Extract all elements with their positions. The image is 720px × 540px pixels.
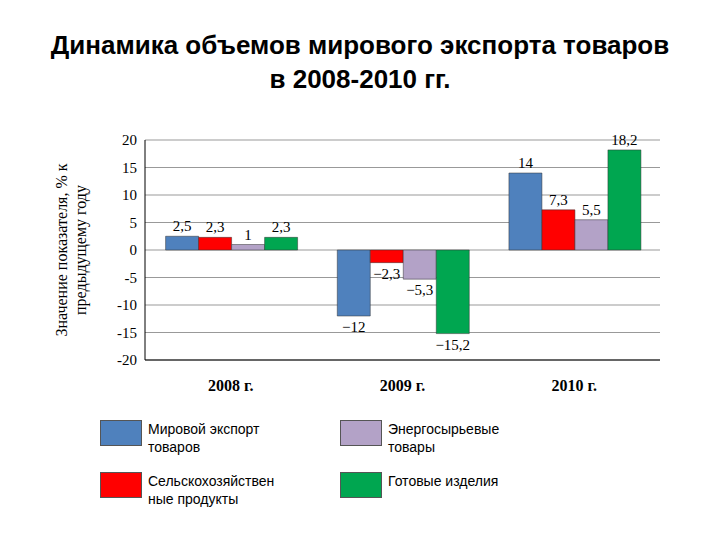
svg-text:0: 0 [130,242,138,258]
svg-text:7,3: 7,3 [549,192,568,208]
html-text:Сельскохозяйственные продукты: Сельскохозяйственные продукты [148,473,275,507]
svg-text:20: 20 [122,132,137,148]
svg-text:2010 г.: 2010 г. [551,377,596,394]
svg-text:2,3: 2,3 [272,219,291,235]
svg-text:−15,2: −15,2 [435,337,470,353]
svg-text:−2,3: −2,3 [373,266,400,282]
svg-text:2009 г.: 2009 г. [380,377,425,394]
svg-text:5,5: 5,5 [582,202,601,218]
svg-text:2,5: 2,5 [173,218,192,234]
svg-text:-10: -10 [117,297,137,313]
svg-text:−5,3: −5,3 [406,282,433,298]
svg-text:2,3: 2,3 [206,219,225,235]
svg-text:5: 5 [130,215,138,231]
html-text:Динамика объемов мирового эксп: Динамика объемов мирового экспорта товар… [50,30,670,94]
svg-text:10: 10 [122,187,137,203]
svg-text:18,2: 18,2 [611,132,637,148]
svg-text:14: 14 [518,155,534,171]
html-text:Мировой экспорт товаров: Мировой экспорт товаров [148,421,260,455]
svg-text:1: 1 [244,227,252,243]
svg-text:15: 15 [122,160,137,176]
svg-text:2008 г.: 2008 г. [208,377,253,394]
svg-text:−12: −12 [342,319,365,335]
html-text:Энергосырьевые товары: Энергосырьевые товары [388,421,500,455]
html-text:Значение показателя, % к преды: Значение показателя, % к предыдущему год… [53,163,89,337]
svg-text:-15: -15 [117,325,137,341]
html-text:Готовые изделия: Готовые изделия [388,473,499,489]
svg-text:-20: -20 [117,352,137,368]
svg-text:-5: -5 [125,270,138,286]
